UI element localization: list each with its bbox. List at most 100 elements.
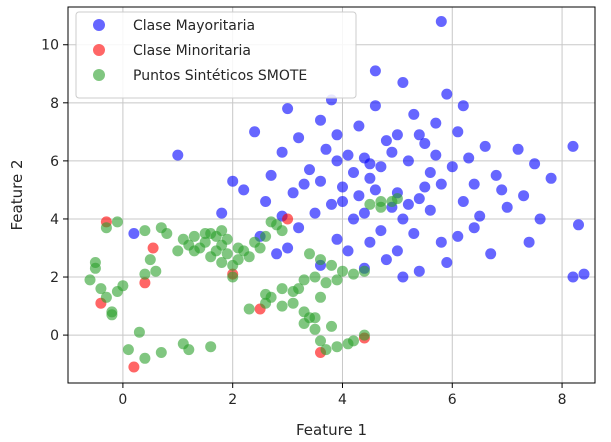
point-mayoritaria [309,207,321,219]
point-mayoritaria [331,233,343,245]
point-smote [216,225,228,237]
point-smote [326,259,337,271]
point-mayoritaria [315,175,326,187]
point-smote [172,245,184,257]
point-mayoritaria [463,152,475,164]
point-mayoritaria [413,129,425,141]
point-smote [276,300,288,312]
point-smote [95,283,107,295]
y-tick-label: 10 [41,38,59,54]
point-mayoritaria [567,271,579,283]
point-mayoritaria [523,236,535,248]
point-smote [298,274,310,286]
point-smote [265,216,277,228]
y-tick-label: 8 [50,96,59,112]
point-mayoritaria [364,172,376,184]
point-mayoritaria [282,103,294,115]
point-mayoritaria [424,167,436,178]
y-tick-label: 0 [50,328,59,344]
point-smote [216,257,228,268]
point-mayoritaria [293,132,305,144]
point-smote [309,323,321,335]
point-mayoritaria [545,172,557,184]
point-smote [84,274,96,286]
point-mayoritaria [315,114,326,126]
x-tick-label: 2 [228,392,237,408]
point-mayoritaria [298,178,310,190]
point-mayoritaria [326,198,337,210]
legend-label-minoritaria: Clase Minoritaria [133,43,251,59]
point-mayoritaria [364,236,376,248]
point-mayoritaria [424,204,436,216]
point-mayoritaria [402,198,414,210]
point-smote [227,271,239,283]
point-smote [358,329,370,341]
point-mayoritaria [446,161,458,173]
legend-marker-mayoritaria [93,19,105,31]
point-mayoritaria [320,143,332,155]
point-smote [276,283,288,295]
point-smote [205,341,217,353]
point-minoritaria [139,277,151,289]
point-smote [183,344,195,356]
point-mayoritaria [380,135,392,147]
point-smote [260,297,272,309]
point-mayoritaria [468,178,480,190]
point-smote [221,233,233,245]
point-mayoritaria [479,140,491,152]
point-mayoritaria [534,213,546,225]
point-smote [287,286,299,297]
point-mayoritaria [282,242,294,254]
point-smote [304,248,315,260]
point-mayoritaria [331,155,343,167]
point-mayoritaria [358,207,370,219]
point-mayoritaria [419,181,431,193]
point-smote [89,257,101,268]
point-smote [139,352,151,364]
point-mayoritaria [496,184,508,196]
point-mayoritaria [529,158,541,170]
point-mayoritaria [452,230,464,242]
point-mayoritaria [435,16,447,27]
x-tick-label: 4 [338,392,347,408]
point-mayoritaria [490,169,502,181]
plot-frame [67,6,596,384]
point-smote [320,344,332,356]
point-mayoritaria [276,146,288,158]
legend-label-smote: Puntos Sintéticos SMOTE [133,68,307,84]
y-axis-ticks: 0 2 4 6 8 10 [41,38,68,344]
point-smote [309,312,321,324]
point-smote [331,341,343,353]
point-mayoritaria [249,126,261,138]
x-axis-ticks: 0 2 4 6 8 [118,383,567,408]
point-mayoritaria [452,126,464,138]
point-mayoritaria [287,187,299,199]
point-smote [106,309,118,321]
point-smote [133,326,145,338]
point-mayoritaria [369,65,381,77]
y-axis-label: Feature 2 [8,160,26,231]
point-mayoritaria [474,210,486,222]
point-mayoritaria [457,196,469,207]
point-smote [210,245,222,257]
point-smote [150,265,162,277]
point-mayoritaria [413,265,425,277]
point-mayoritaria [337,196,348,207]
point-mayoritaria [375,161,387,173]
point-mayoritaria [408,108,420,120]
point-mayoritaria [402,155,414,167]
point-smote [315,291,326,303]
point-smote [232,242,244,254]
point-mayoritaria [227,175,239,187]
point-smote [309,271,321,283]
legend-label-mayoritaria: Clase Mayoritaria [133,18,255,34]
point-smote [326,320,337,332]
y-tick-label: 6 [50,154,59,170]
point-mayoritaria [342,245,354,257]
point-smote [111,216,123,228]
point-mayoritaria [128,228,140,239]
point-smote [331,274,343,286]
point-mayoritaria [413,193,425,205]
x-tick-label: 8 [558,392,567,408]
point-smote [122,344,134,356]
